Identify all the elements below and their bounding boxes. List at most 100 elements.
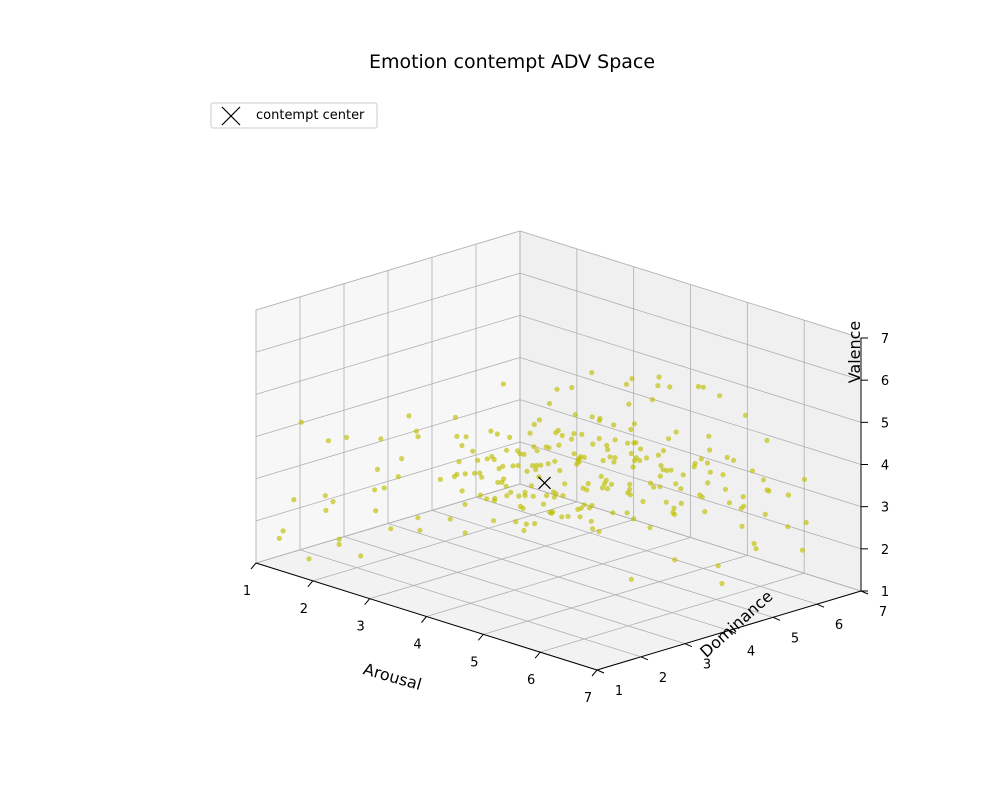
data-point [479, 474, 485, 480]
center-marker-stroke [538, 476, 551, 490]
data-point [500, 381, 506, 387]
x-tick [250, 562, 257, 570]
data-point [578, 505, 584, 511]
data-point [358, 553, 364, 559]
data-point [590, 526, 596, 532]
data-point [671, 505, 677, 511]
data-point [568, 436, 575, 442]
data-point [667, 384, 673, 390]
y-gridline-floor [475, 496, 818, 605]
x-tick-label: 1 [243, 584, 251, 599]
data-point [521, 451, 527, 457]
y-tick-label: 3 [703, 658, 711, 673]
y-tick [816, 603, 825, 608]
data-point [657, 484, 663, 490]
x-tick [591, 669, 598, 677]
data-point [589, 502, 595, 509]
center-marker-x-icon [538, 476, 551, 490]
data-point [528, 483, 535, 489]
data-point [559, 514, 565, 520]
data-point [628, 576, 634, 582]
data-point [585, 481, 591, 487]
x-tick [364, 598, 371, 605]
data-point [760, 477, 767, 483]
data-point [532, 521, 538, 527]
data-point [717, 393, 723, 399]
data-point [527, 430, 533, 436]
data-point [698, 456, 704, 462]
data-point [726, 500, 733, 506]
data-point [640, 498, 646, 505]
data-point [629, 376, 635, 382]
y-tick [596, 669, 605, 674]
data-point [456, 459, 462, 465]
data-point [628, 450, 634, 457]
chart-points [276, 370, 809, 587]
data-point [513, 519, 519, 525]
y-tick-label: 1 [615, 684, 623, 699]
data-point [463, 434, 469, 440]
data-point [607, 454, 613, 460]
z-tick-label: 7 [881, 332, 889, 347]
data-point [344, 434, 350, 440]
data-point [477, 492, 483, 498]
z-gridline-back [519, 314, 862, 423]
data-point [491, 498, 497, 504]
data-point [499, 479, 505, 485]
data-point [692, 460, 698, 467]
data-point [628, 426, 634, 432]
data-point [381, 485, 387, 491]
data-point [631, 421, 638, 427]
data-point [605, 447, 611, 453]
data-point [643, 455, 650, 461]
data-point [695, 383, 702, 390]
data-point [323, 507, 329, 513]
x-axis-label: Arousal [361, 659, 424, 694]
data-point [530, 493, 536, 499]
y-gridline-floor [299, 549, 642, 658]
data-point [579, 431, 585, 437]
data-point [462, 530, 468, 536]
data-point [489, 453, 495, 460]
data-point [604, 442, 610, 448]
data-point [678, 500, 684, 506]
chart-title: Emotion contempt ADV Space [369, 51, 655, 73]
data-point [589, 370, 595, 376]
data-point [673, 481, 679, 487]
data-point [540, 501, 547, 507]
data-point [531, 444, 537, 450]
data-point [471, 470, 478, 476]
data-point [556, 442, 562, 448]
data-point [608, 481, 615, 487]
z-gridline-back [519, 230, 862, 339]
z-tick-label: 6 [881, 374, 889, 389]
data-point [569, 384, 575, 391]
data-point [388, 526, 394, 532]
data-point [612, 455, 618, 461]
y-tick [772, 616, 781, 621]
data-point [515, 462, 521, 469]
data-point [576, 459, 582, 465]
z-gridline-left [255, 483, 521, 564]
z-axis-label: Valence [845, 321, 864, 384]
data-point [534, 448, 540, 454]
data-point [612, 437, 618, 443]
data-point [663, 499, 669, 505]
z-gridline-back [519, 272, 862, 381]
data-point [740, 494, 746, 500]
data-point [546, 445, 552, 451]
data-point [764, 437, 770, 443]
data-point [571, 451, 577, 457]
data-point [657, 473, 664, 479]
y-tick-label: 4 [747, 645, 755, 660]
data-point [280, 528, 286, 534]
data-point [624, 510, 630, 516]
data-point [459, 442, 465, 449]
z-tick-label: 1 [881, 585, 889, 600]
y-tick [728, 630, 737, 634]
data-point [545, 461, 551, 467]
data-point [572, 412, 579, 418]
data-point [749, 468, 756, 474]
data-point [625, 440, 631, 446]
